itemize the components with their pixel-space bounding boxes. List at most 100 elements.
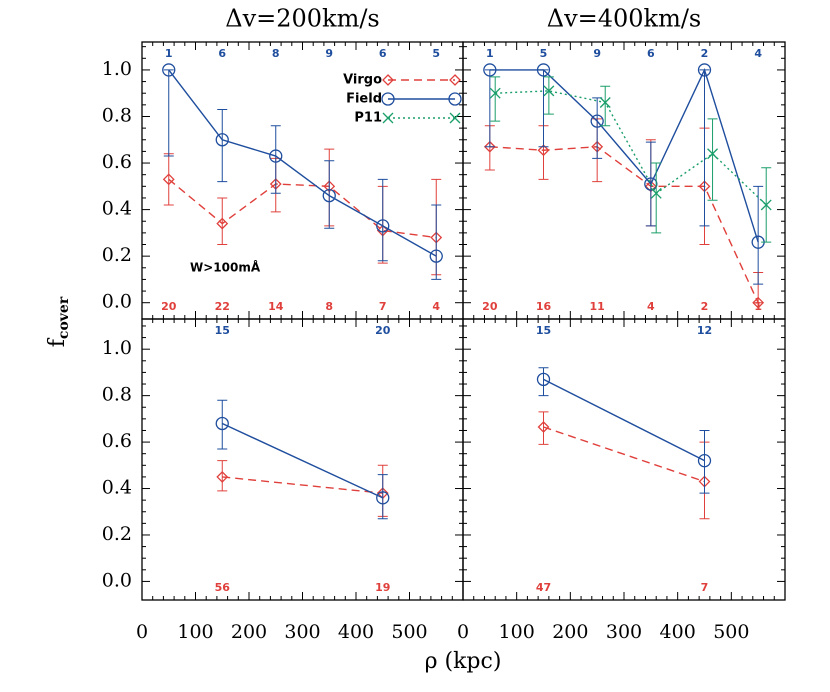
frame	[141, 41, 464, 320]
error-bar	[217, 399, 228, 450]
y-label-sub: cover	[56, 296, 72, 339]
count-label: 15	[215, 324, 230, 337]
series-line	[221, 422, 384, 499]
count-label: 20	[161, 300, 177, 313]
error-bar	[600, 85, 611, 127]
marker	[382, 112, 394, 124]
marker	[590, 114, 604, 128]
error-bar	[543, 76, 554, 115]
count-label: 15	[536, 324, 551, 337]
panel-title: Δv=200km/s	[225, 5, 380, 33]
legend-label: P11	[354, 111, 382, 126]
marker	[650, 187, 662, 199]
count-label: 7	[379, 300, 387, 313]
error-bar	[217, 460, 228, 492]
panel-title: Δv=400km/s	[547, 5, 702, 33]
frame	[462, 41, 786, 320]
error-bar	[324, 160, 335, 229]
count-label: 8	[272, 47, 280, 60]
series-line	[222, 476, 383, 494]
x-tick-label: 0	[136, 621, 148, 643]
marker	[216, 217, 229, 230]
y-tick-label: 0.6	[102, 430, 132, 452]
marker	[382, 74, 394, 86]
series-line	[489, 146, 759, 303]
error-bar	[217, 197, 228, 246]
error-bar	[538, 69, 549, 148]
x-tick-label: 400	[660, 621, 696, 643]
annotation: W>100mÅ	[190, 260, 261, 275]
frame	[141, 318, 464, 601]
error-bar	[484, 69, 495, 148]
panel: 0 100 200 300 400 500 0.0 0.2 0.4 0.6 0.8 1.0 56 19 15…	[102, 318, 464, 643]
panel: 0 100 200 300 400 500 47 7 15 12	[457, 318, 786, 643]
x-tick-label: 100	[177, 621, 213, 643]
x-tick-label: 100	[499, 621, 535, 643]
error-bar	[699, 69, 710, 227]
marker	[760, 199, 772, 211]
count-label: 8	[325, 300, 333, 313]
count-label: 2	[701, 47, 709, 60]
marker	[707, 148, 719, 160]
series-line	[495, 90, 767, 206]
count-label: 6	[218, 47, 226, 60]
count-label: 5	[432, 47, 440, 60]
y-tick-label: 0.2	[102, 244, 132, 266]
error-bar	[538, 411, 549, 445]
count-label: 4	[754, 47, 762, 60]
marker	[644, 177, 658, 191]
y-tick-label: 1.0	[102, 58, 132, 80]
y-tick-label: 1.0	[102, 337, 132, 359]
series-line	[543, 426, 705, 483]
panel: 0.0 0.2 0.4 0.6 0.8 1.0 Δv=200km/s W>100mÅ 20 22 1…	[102, 5, 464, 320]
y-tick-label: 0.4	[102, 198, 132, 220]
y-tick-label: 0.0	[102, 569, 132, 591]
marker	[376, 219, 390, 233]
count-label: 1	[486, 47, 494, 60]
series-line	[543, 378, 705, 462]
marker	[449, 74, 461, 86]
frame	[462, 318, 786, 601]
x-axis-label: ρ (kpc)	[425, 649, 502, 674]
marker	[429, 249, 443, 263]
count-label: 1	[165, 47, 173, 60]
marker	[216, 470, 229, 483]
count-label: 2	[701, 300, 709, 313]
y-tick-label: 0.8	[102, 384, 132, 406]
marker	[537, 144, 550, 157]
count-label: 9	[593, 47, 601, 60]
count-label: 6	[647, 47, 655, 60]
series-line	[168, 178, 437, 239]
count-label: 7	[701, 581, 709, 594]
marker	[322, 188, 336, 203]
marker	[162, 173, 175, 186]
error-bar	[377, 474, 388, 520]
x-tick-label: 400	[338, 621, 374, 643]
error-bar	[163, 69, 174, 157]
error-bar	[651, 162, 662, 234]
error-bar	[490, 76, 501, 122]
x-tick-label: 200	[552, 621, 588, 643]
marker	[483, 140, 496, 153]
error-bar	[270, 125, 281, 194]
marker	[697, 63, 712, 77]
y-tick-label: 0.0	[102, 291, 132, 313]
x-tick-label: 300	[606, 621, 642, 643]
x-tick-label: 500	[391, 621, 427, 643]
count-label: 14	[268, 300, 284, 313]
marker	[543, 85, 555, 97]
y-axis-label: fcover	[45, 296, 72, 347]
count-label: 19	[375, 581, 390, 594]
count-label: 47	[536, 581, 551, 594]
error-bar	[645, 141, 656, 227]
marker	[215, 416, 229, 431]
count-label: 6	[379, 47, 387, 60]
marker	[536, 372, 551, 387]
legend-label: Virgo	[343, 73, 382, 88]
marker	[599, 97, 611, 108]
count-label: 1	[754, 300, 762, 313]
error-bar	[753, 185, 764, 285]
series-line	[168, 69, 437, 257]
legend-label: Field	[346, 92, 382, 107]
